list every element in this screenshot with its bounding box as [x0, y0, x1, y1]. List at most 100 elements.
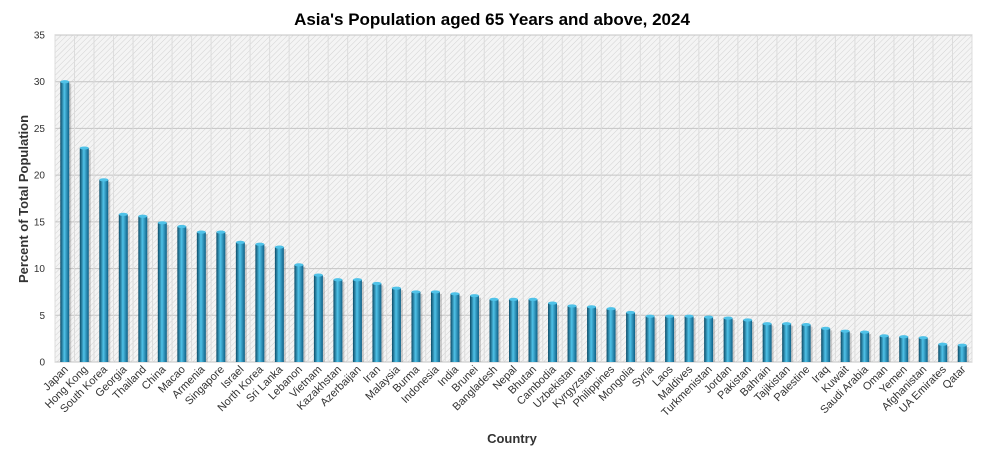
bar [762, 322, 774, 362]
bar-top [879, 334, 889, 338]
bar-top [801, 323, 811, 327]
bar-body [840, 331, 850, 362]
bar [352, 278, 364, 362]
bar [860, 330, 872, 362]
bar-top [548, 301, 558, 305]
bar [196, 230, 208, 362]
bar-body [274, 247, 284, 362]
bar [840, 329, 852, 362]
bar-body [762, 323, 772, 362]
bar [606, 307, 618, 362]
bar [138, 214, 150, 362]
bar-body [391, 288, 401, 362]
bar-body [606, 308, 616, 362]
bar-body [626, 312, 636, 362]
y-axis-ticks: 0 5 10 15 20 25 30 35 [34, 31, 46, 369]
x-tick-label: Syria [630, 363, 657, 390]
bar-body [704, 317, 714, 362]
bar [723, 316, 735, 362]
bar [899, 335, 911, 362]
y-tick-label: 35 [34, 31, 46, 42]
y-axis-title: Percent of Total Population [16, 115, 31, 283]
bar-body [489, 299, 499, 362]
bar [450, 292, 462, 362]
bar-body [899, 336, 909, 362]
bar-top [723, 316, 733, 320]
bar [782, 322, 794, 362]
bar-top [450, 292, 460, 296]
bar-top [567, 304, 577, 308]
bar-top [333, 278, 343, 282]
bar-body [723, 318, 733, 362]
bar [665, 314, 677, 362]
bar-top [528, 297, 538, 302]
bar-top [79, 146, 89, 150]
bar-body [645, 316, 655, 362]
bar-top [938, 342, 948, 346]
y-tick-label: 20 [34, 171, 46, 182]
bar-body [177, 226, 187, 362]
bar [60, 80, 72, 362]
bar-body [411, 291, 421, 362]
bar [79, 146, 91, 362]
bar-body [782, 323, 792, 362]
bar-body [743, 319, 753, 362]
bar-top [469, 294, 479, 298]
bar-body [587, 306, 597, 362]
bar [684, 314, 696, 362]
bar-top [255, 242, 265, 246]
bar-body [352, 279, 362, 362]
bar-top [274, 245, 284, 249]
bar-body [801, 324, 811, 362]
bar-body [860, 332, 870, 362]
y-tick-label: 15 [34, 217, 46, 228]
bar [255, 242, 267, 362]
bar-top [743, 318, 753, 322]
bar [372, 281, 384, 362]
bar-body [196, 232, 206, 362]
bar-top [118, 212, 128, 216]
bar-top [704, 315, 714, 319]
bar-body [684, 316, 694, 362]
x-axis-title: Country [487, 431, 538, 446]
bar-top [626, 310, 636, 315]
bar-body [879, 335, 889, 362]
bar-top [196, 230, 206, 234]
bar [411, 290, 423, 362]
bar-top [860, 330, 870, 334]
bar-body [157, 222, 167, 362]
bar-body [509, 299, 518, 362]
bar-body [430, 291, 440, 362]
bar-body [821, 328, 831, 362]
bar [743, 318, 755, 362]
bar-top [294, 263, 304, 267]
bar-top [177, 224, 187, 229]
bar-top [665, 314, 675, 318]
bar-body [918, 337, 928, 362]
bar-top [821, 326, 831, 330]
bar [704, 315, 716, 362]
bar-body [938, 344, 948, 362]
bar-body [79, 148, 89, 362]
bar-top [216, 230, 226, 234]
bar-body [99, 179, 109, 362]
bar [528, 297, 540, 362]
bar-body [235, 242, 245, 362]
y-tick-label: 0 [39, 358, 45, 369]
bar-top [782, 322, 792, 326]
bar-body [294, 264, 304, 362]
bar [645, 314, 657, 362]
bar [274, 245, 286, 362]
bar-top [157, 221, 167, 225]
bar-top [352, 278, 362, 282]
bar-body [60, 81, 70, 362]
bar-top [645, 314, 655, 318]
bar [626, 310, 638, 362]
bar-top [60, 80, 70, 84]
bar-top [918, 336, 928, 340]
bar [313, 273, 325, 362]
chart-title: Asia's Population aged 65 Years and abov… [294, 10, 690, 29]
bar-top [509, 297, 518, 302]
bar-top [430, 290, 440, 294]
